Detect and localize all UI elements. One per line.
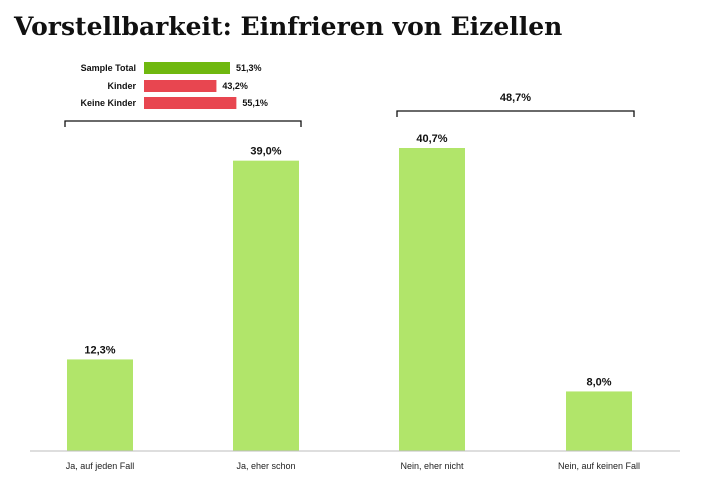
bar-1 (67, 359, 133, 451)
category-labels: Ja, auf jeden Fall Ja, eher schon Nein, eh… (66, 461, 640, 471)
category-label: Nein, auf keinen Fall (558, 461, 640, 471)
category-label: Ja, auf jeden Fall (66, 461, 135, 471)
bracket-1 (64, 120, 302, 127)
inset-bar-2 (144, 80, 217, 92)
inset-value: 55,1% (242, 98, 268, 108)
bar-4 (566, 391, 632, 451)
inset-label: Kinder (107, 81, 136, 91)
inset-label: Sample Total (81, 63, 136, 73)
bracket-group: 48,7% (64, 92, 635, 127)
inset-bar-3 (144, 97, 237, 109)
bar-2 (233, 160, 299, 452)
bar-group: 12,3% 39,0% 40,7% 8,0% (67, 133, 632, 452)
category-label: Ja, eher schon (236, 461, 295, 471)
bar-value-label: 39,0% (250, 146, 281, 158)
inset-value: 43,2% (222, 81, 248, 91)
bracket-label: 48,7% (500, 92, 531, 104)
category-label: Nein, eher nicht (400, 461, 464, 471)
bar-value-label: 12,3% (84, 344, 115, 356)
chart-title: Vorstellbarkeit: Einfrieren von Eizellen (13, 12, 562, 41)
inset-legend: Sample Total 51,3% Kinder 43,2% Keine Kinder… (80, 62, 268, 109)
bar-value-label: 40,7% (416, 133, 447, 145)
bar-value-label: 8,0% (586, 376, 611, 388)
bracket-2 (396, 110, 635, 117)
inset-value: 51,3% (236, 63, 262, 73)
inset-label: Keine Kinder (80, 98, 136, 108)
inset-bar-1 (144, 62, 230, 74)
bar-3 (399, 148, 465, 451)
